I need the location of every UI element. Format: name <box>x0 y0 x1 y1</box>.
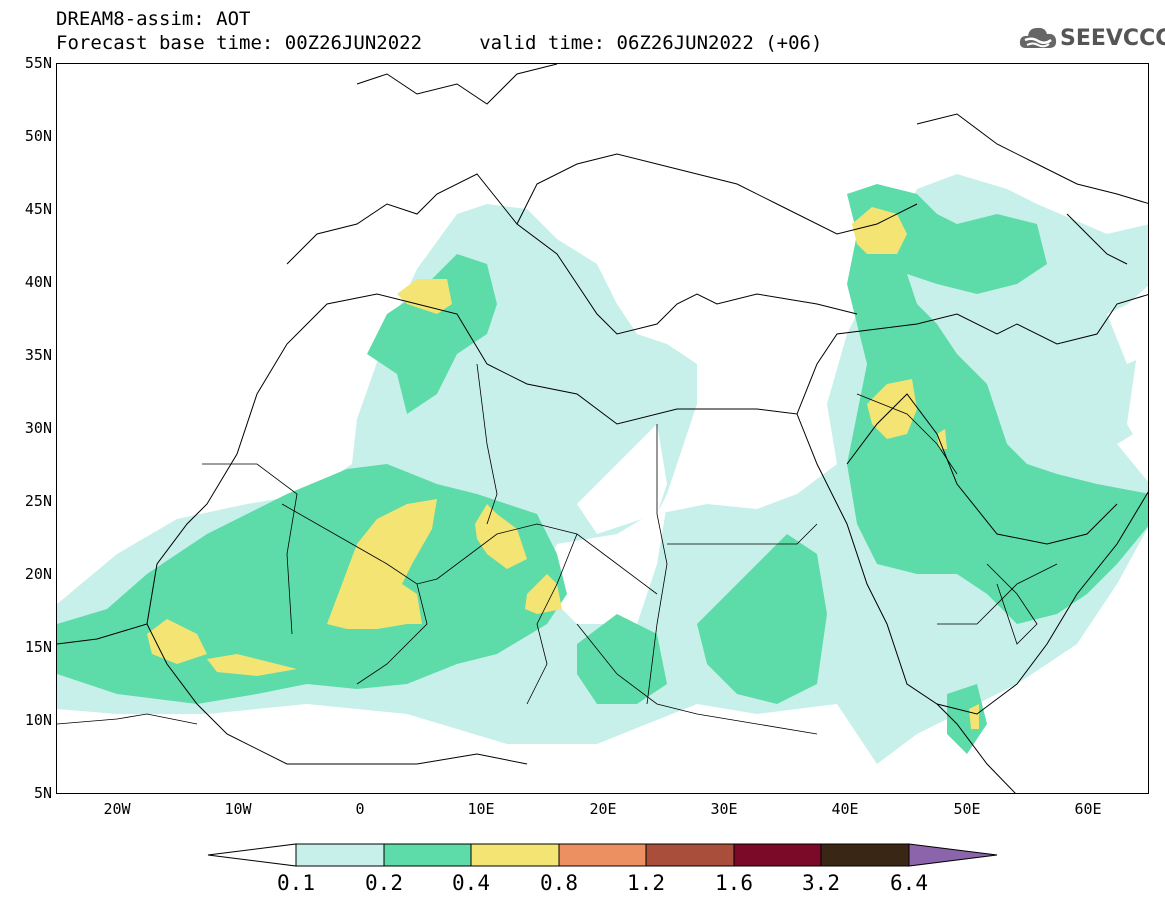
aot-map <box>57 64 1148 793</box>
colorbar-segment <box>733 843 822 867</box>
lat-tick-label: 35N <box>24 346 52 364</box>
lat-tick-label: 50N <box>24 127 52 145</box>
plot-subtitle: Forecast base time: 00Z26JUN2022 valid t… <box>56 32 823 54</box>
colorbar-segment <box>645 843 735 867</box>
lat-tick-label: 30N <box>24 419 52 437</box>
lon-tick-label: 20E <box>589 800 617 818</box>
colorbar-label: 0.4 <box>452 871 490 895</box>
lat-tick-label: 55N <box>24 54 52 72</box>
lat-tick-label: 15N <box>24 638 52 656</box>
colorbar-segment <box>207 843 297 867</box>
colorbar-segment <box>558 843 647 867</box>
lat-tick-label: 40N <box>24 273 52 291</box>
lat-tick-label: 25N <box>24 492 52 510</box>
lat-tick-label: 5N <box>33 784 52 802</box>
lat-tick-label: 10N <box>24 711 52 729</box>
logo-text: SEEVCCC <box>1060 26 1165 51</box>
seevccc-logo: SEEVCCC <box>1018 22 1165 56</box>
lon-tick-label: 0 <box>355 800 365 818</box>
map-panel <box>56 63 1149 794</box>
lat-tick-label: 20N <box>24 565 52 583</box>
colorbar-segment <box>383 843 472 867</box>
colorbar-segment <box>908 843 998 867</box>
colorbar-label: 3.2 <box>802 871 840 895</box>
colorbar-label: 0.1 <box>277 871 315 895</box>
lon-tick-label: 60E <box>1074 800 1102 818</box>
lon-tick-label: 20W <box>103 800 131 818</box>
lat-tick-label: 45N <box>24 200 52 218</box>
plot-title: DREAM8-assim: AOT <box>56 8 251 30</box>
colorbar-label: 1.6 <box>715 871 753 895</box>
aot-layer-03 <box>147 207 979 729</box>
colorbar-label: 0.8 <box>540 871 578 895</box>
colorbar-label: 1.2 <box>627 871 665 895</box>
colorbar-segment <box>470 843 560 867</box>
colorbar-label: 6.4 <box>890 871 928 895</box>
lon-tick-label: 40E <box>831 800 859 818</box>
lon-tick-label: 10E <box>467 800 495 818</box>
aot-layer-02 <box>57 184 1148 754</box>
cloud-icon <box>1019 27 1057 48</box>
coastlines <box>57 64 1148 793</box>
colorbar-segment <box>295 843 385 867</box>
lon-tick-label: 30E <box>710 800 738 818</box>
colorbar-label: 0.2 <box>365 871 403 895</box>
country-borders <box>57 363 1058 735</box>
colorbar <box>207 843 998 867</box>
lon-tick-label: 10W <box>224 800 252 818</box>
colorbar-segment <box>820 843 910 867</box>
lon-tick-label: 50E <box>953 800 981 818</box>
